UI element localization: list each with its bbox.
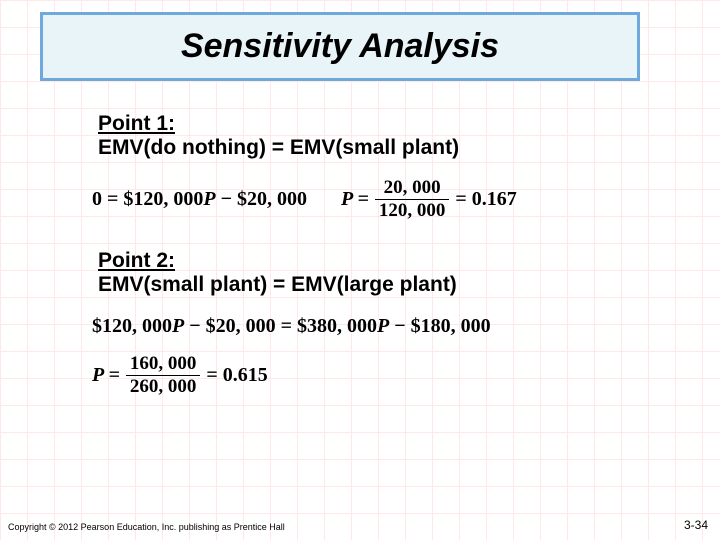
- point1-equations: 0 = $120, 000P − $20, 000 P = 20, 000 12…: [92, 178, 658, 221]
- point2-desc: EMV(small plant) = EMV(large plant): [98, 273, 658, 297]
- page-number: 3-34: [684, 518, 708, 532]
- point2-res-lead: P =: [92, 364, 120, 387]
- point2-res-num: 160, 000: [126, 354, 201, 374]
- title-box: Sensitivity Analysis: [40, 12, 640, 81]
- copyright-text: Copyright © 2012 Pearson Education, Inc.…: [8, 522, 285, 532]
- point2-fraction: 160, 000 260, 000: [126, 354, 201, 397]
- point1-label: Point 1:: [98, 112, 658, 136]
- point2-block: Point 2: EMV(small plant) = EMV(large pl…: [98, 249, 658, 397]
- point2-eq: $120, 000P − $20, 000 = $380, 000P − $18…: [92, 315, 491, 337]
- point2-res-den: 260, 000: [126, 377, 201, 397]
- point2-result-frac: P = 160, 000 260, 000 = 0.615: [92, 354, 268, 397]
- content-region: Point 1: EMV(do nothing) = EMV(small pla…: [98, 112, 658, 413]
- point1-desc: EMV(do nothing) = EMV(small plant): [98, 136, 658, 160]
- point2-equation-line: $120, 000P − $20, 000 = $380, 000P − $18…: [92, 315, 658, 338]
- point1-rhs-lead: P =: [341, 188, 369, 211]
- point2-label: Point 2:: [98, 249, 658, 273]
- point1-lhs: 0 = $120, 000P − $20, 000: [92, 188, 307, 211]
- point2-result: P = 160, 000 260, 000 = 0.615: [92, 354, 658, 397]
- point1-rhs-num: 20, 000: [380, 178, 445, 198]
- point1-fraction: 20, 000 120, 000: [375, 178, 450, 221]
- point1-rhs: P = 20, 000 120, 000 = 0.167: [341, 178, 517, 221]
- point2-res-val: = 0.615: [206, 364, 267, 387]
- point1-rhs-val: = 0.167: [455, 188, 516, 211]
- page-title: Sensitivity Analysis: [63, 27, 617, 66]
- point1-rhs-den: 120, 000: [375, 201, 450, 221]
